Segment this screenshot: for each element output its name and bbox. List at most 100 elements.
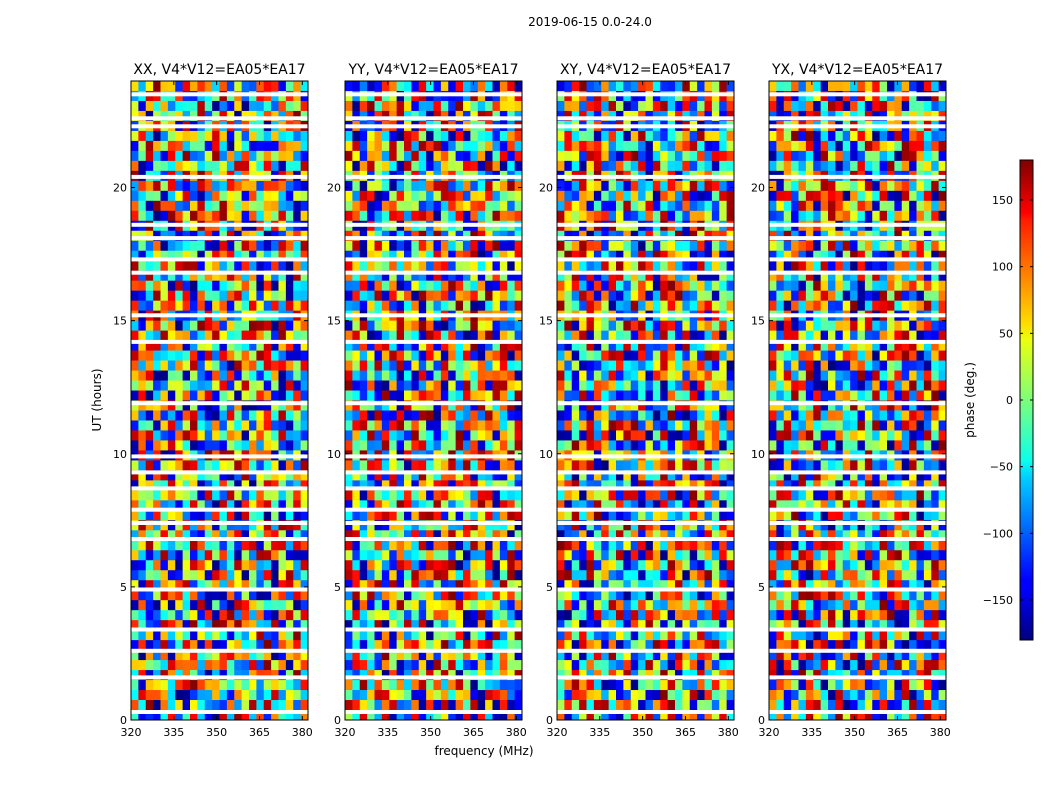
y-tick-label: 10 [327,448,341,461]
flagged-band [557,116,734,121]
y-tick-label: 0 [546,714,553,727]
flagged-band [769,257,946,262]
flagged-band [345,470,522,475]
flagged-band [557,313,734,318]
colorbar-tick-label: 0 [1006,394,1013,407]
flagged-band [131,116,308,121]
colorbar-tick-label: 100 [992,261,1013,274]
flagged-band [769,270,946,275]
y-tick-label: 5 [546,581,553,594]
flagged-band [345,537,522,541]
y-tick-label: 20 [751,182,765,195]
flagged-band [131,222,308,227]
flagged-band [131,454,308,459]
colorbar-tick-label: −50 [990,461,1013,474]
flagged-band [769,401,946,406]
panel-4: YX, V4*V12=EA05*EA17 320 335 350 365 380 0 5 10 1… [751,62,951,739]
flagged-band [345,454,522,459]
flagged-band [131,470,308,475]
panel-frame [344,80,523,721]
flagged-band [131,270,308,275]
flagged-band [769,587,946,592]
flagged-band [131,507,308,512]
x-tick-label: 335 [589,726,610,739]
flagged-band [769,313,946,318]
flagged-band [131,401,308,406]
flagged-band [131,587,308,592]
panel-frame [130,80,309,721]
panels: XX, V4*V12=EA05*EA17 320 335 350 365 380 0 5 10 1… [113,62,951,739]
y-axis-label: UT (hours) [90,368,104,431]
flagged-band [557,587,734,592]
flagged-band [345,486,522,491]
colorbar: 150 100 50 0 −50 −100 −150 phase (deg.) [963,159,1034,641]
flagged-band [131,257,308,262]
flagged-band [345,313,522,318]
phase-heatmap [131,81,309,721]
flagged-band [131,675,308,680]
panel-frame [768,80,947,721]
flagged-band [131,710,308,714]
flagged-band [131,648,308,653]
y-tick-label: 10 [751,448,765,461]
flagged-band [557,675,734,680]
x-tick-label: 335 [801,726,822,739]
flagged-band [769,454,946,459]
panel-title: XY, V4*V12=EA05*EA17 [560,62,731,78]
flagged-band [345,507,522,512]
flagged-band [345,521,522,525]
flagged-band [131,521,308,525]
y-tick-label: 5 [120,581,127,594]
flagged-band [769,675,946,680]
flagged-band [131,627,308,632]
x-tick-label: 365 [463,726,484,739]
flagged-band [769,236,946,241]
y-tick-label: 10 [113,448,127,461]
x-tick-label: 335 [163,726,184,739]
flagged-band [769,174,946,179]
x-tick-label: 335 [377,726,398,739]
x-tick-label: 380 [506,726,527,739]
x-tick-label: 365 [675,726,696,739]
x-tick-label: 350 [420,726,441,739]
flagged-band [769,116,946,121]
flagged-band [769,92,946,97]
y-tick-label: 0 [334,714,341,727]
flagged-band [345,222,522,227]
x-tick-label: 380 [718,726,739,739]
flagged-band [131,92,308,97]
flagged-band [769,339,946,344]
flagged-band [557,648,734,653]
flagged-band [345,675,522,680]
flagged-band [131,339,308,344]
flagged-band [345,648,522,653]
flagged-band [769,648,946,653]
x-axis-label: frequency (MHz) [434,744,533,758]
y-tick-label: 20 [539,182,553,195]
flagged-band [345,710,522,714]
flagged-band [557,470,734,475]
flagged-band [345,401,522,406]
flagged-band [557,222,734,227]
flagged-band [131,236,308,241]
x-tick-label: 320 [759,726,780,739]
flagged-band [769,507,946,512]
phase-heatmap [557,81,735,721]
flagged-band [769,627,946,632]
flagged-band [769,486,946,491]
y-tick-label: 5 [334,581,341,594]
y-tick-label: 15 [751,315,765,328]
y-tick-label: 5 [758,581,765,594]
y-tick-label: 0 [758,714,765,727]
flagged-band [557,270,734,275]
x-tick-label: 365 [249,726,270,739]
flagged-band [131,174,308,179]
flagged-band [557,486,734,491]
flagged-band [345,236,522,241]
flagged-band [557,454,734,459]
y-tick-label: 0 [120,714,127,727]
flagged-band [769,710,946,714]
x-tick-label: 380 [292,726,313,739]
flagged-band [557,339,734,344]
